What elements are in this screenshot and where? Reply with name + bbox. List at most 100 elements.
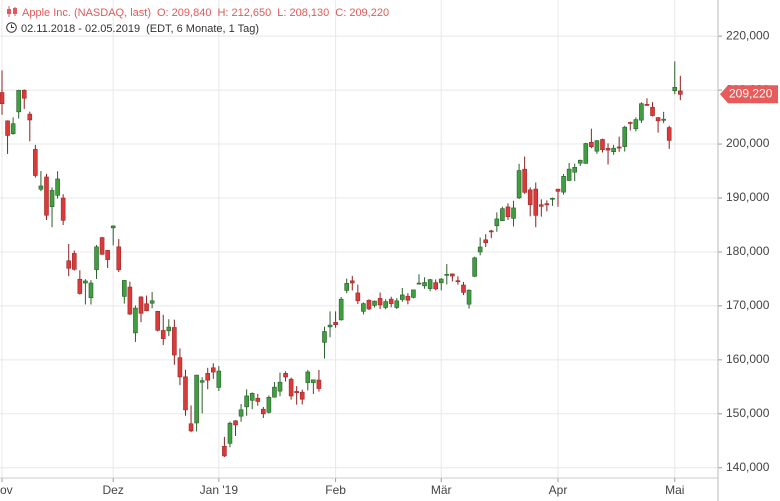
quote: L: 208,130 xyxy=(277,7,330,19)
candle-body xyxy=(38,185,44,190)
candle-body xyxy=(466,289,472,305)
candle-body xyxy=(644,104,650,106)
x-tick-label: Dez xyxy=(103,483,124,497)
candle-body xyxy=(49,190,55,207)
candle-body xyxy=(511,207,516,219)
clock-icon xyxy=(6,22,17,33)
candle-body xyxy=(444,274,450,276)
candle-body xyxy=(272,386,277,398)
quote: O: 209,840 xyxy=(157,7,212,19)
candle-body xyxy=(288,378,294,397)
candle-body xyxy=(305,371,311,383)
candle-body xyxy=(5,120,10,136)
candle-body xyxy=(572,167,577,173)
candle-body xyxy=(222,445,227,457)
candle-body xyxy=(344,283,350,291)
candle-body xyxy=(500,208,505,221)
candle-body xyxy=(527,189,533,206)
candle-body xyxy=(411,289,416,298)
candle-body xyxy=(194,374,199,424)
candle-body xyxy=(338,298,344,321)
candle-body xyxy=(144,303,149,312)
candle-body xyxy=(283,373,288,378)
candle-body xyxy=(311,379,316,383)
candle-body xyxy=(461,284,466,293)
candle-body xyxy=(349,280,355,284)
title-row: Apple Inc. (NASDAQ, last) O: 209,840 H: 21… xyxy=(6,5,395,21)
candle-body xyxy=(388,298,394,304)
candle-body xyxy=(422,282,427,287)
candle-body xyxy=(488,230,494,233)
candle-body xyxy=(233,420,238,426)
last-price-tag xyxy=(720,85,778,104)
candle-body xyxy=(261,408,266,415)
x-tick-label: Nov xyxy=(0,483,13,497)
candle-body xyxy=(438,278,444,284)
candle-body xyxy=(299,391,305,400)
candle-body xyxy=(678,90,683,95)
candle-body xyxy=(416,282,422,285)
candle-body xyxy=(10,123,16,134)
candle-body xyxy=(83,280,88,284)
candle-body xyxy=(661,118,666,121)
quote: C: 209,220 xyxy=(335,7,390,19)
header: Apple Inc. (NASDAQ, last) O: 209,840 H: 21… xyxy=(6,5,395,37)
candle-body xyxy=(522,168,527,193)
candle-body xyxy=(544,203,550,206)
candle-body xyxy=(405,295,411,301)
x-tick-label: Feb xyxy=(325,483,346,497)
candle-body xyxy=(116,246,122,271)
subtitle-row: 02.11.2018 - 02.05.2019 (EDT, 6 Monate, 1… xyxy=(6,21,395,37)
y-tick-label: 160,000 xyxy=(726,352,770,366)
candle-body xyxy=(166,326,172,332)
candle-body xyxy=(205,373,211,381)
candle-body xyxy=(238,409,244,417)
candle-body xyxy=(472,257,477,277)
candle-body xyxy=(566,168,572,181)
candle-body xyxy=(383,301,388,308)
candle-body xyxy=(133,307,138,334)
candle-body xyxy=(650,106,655,116)
candle-body xyxy=(550,197,555,200)
candle-body xyxy=(605,148,611,151)
candle-body xyxy=(172,327,177,356)
candle-body xyxy=(583,143,589,164)
y-tick-label: 140,000 xyxy=(726,460,770,474)
candle-body xyxy=(505,206,511,218)
candle-body xyxy=(0,92,5,104)
candle-body xyxy=(110,225,116,229)
candle-body xyxy=(327,324,333,328)
candle-body xyxy=(149,300,155,304)
candle-body xyxy=(127,286,133,315)
candle-body xyxy=(183,376,188,411)
candle-body xyxy=(16,90,21,113)
candle-body xyxy=(589,142,594,148)
candle-body xyxy=(377,298,383,306)
candle-body xyxy=(77,278,83,294)
candle-body xyxy=(244,395,249,408)
candle-body xyxy=(99,237,105,255)
candle-body xyxy=(427,279,433,289)
candle-body xyxy=(539,204,544,207)
candle-body xyxy=(594,140,600,152)
x-tick-label: Apr xyxy=(549,483,568,497)
x-tick-label: Mär xyxy=(431,483,452,497)
candle-body xyxy=(400,294,405,300)
y-tick-label: 180,000 xyxy=(726,244,770,258)
candle-body xyxy=(177,357,183,378)
candle-body xyxy=(655,117,661,122)
candle-body xyxy=(622,126,628,147)
candle-body xyxy=(616,146,622,149)
candle-body xyxy=(666,127,672,141)
candle-body xyxy=(483,239,489,244)
candle-body xyxy=(633,119,639,130)
candle-body xyxy=(71,253,77,270)
candle-body xyxy=(66,260,72,269)
candle-body xyxy=(533,188,539,216)
candle-body xyxy=(266,396,272,413)
period-info: (EDT, 6 Monate, 1 Tag) xyxy=(146,23,259,35)
candle-body xyxy=(277,381,283,392)
quote: H: 212,650 xyxy=(217,7,272,19)
